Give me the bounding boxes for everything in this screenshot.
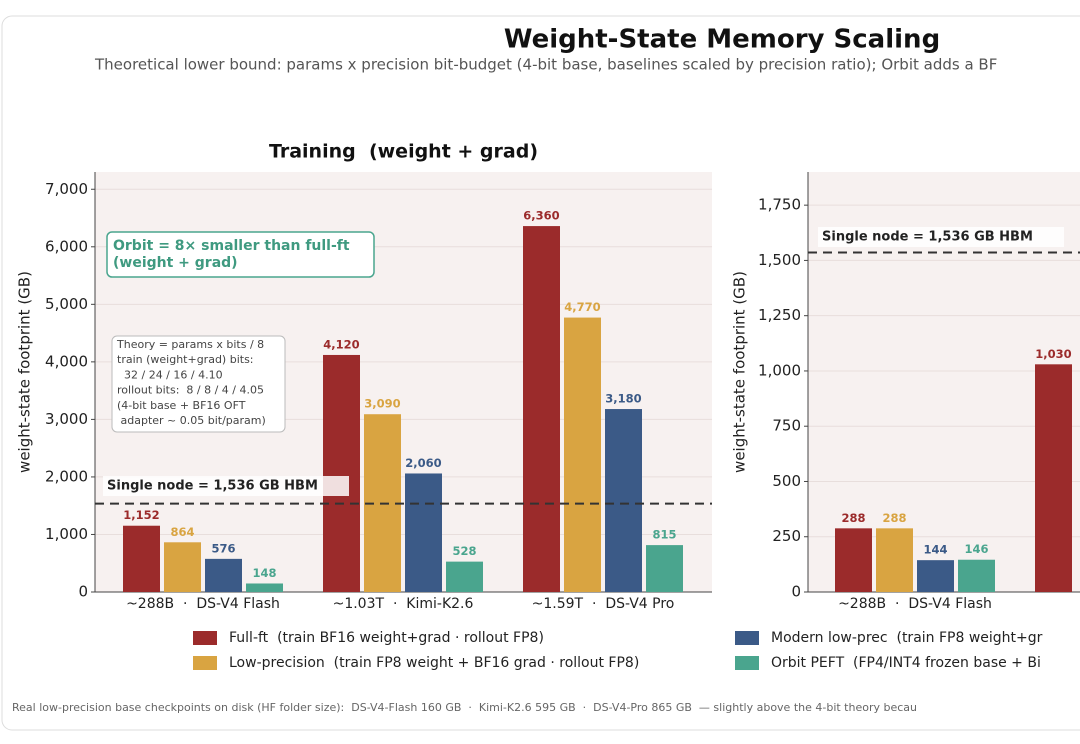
note-text: 32 / 24 / 16 / 4.10 (117, 368, 223, 381)
bar (164, 542, 201, 592)
reference-label: Single node = 1,536 GB HBM (822, 230, 1033, 245)
bar (835, 528, 872, 592)
y-tick-label: 4,000 (45, 352, 88, 370)
legend-label: Modern low-prec (train FP8 weight+gr (771, 630, 1043, 646)
reference-label-bg (103, 476, 349, 496)
x-tick-label: ~1.59T · DS-V4 Pro (532, 596, 675, 612)
callout-text: (weight + grad) (113, 255, 238, 271)
data-label: 864 (170, 525, 194, 539)
y-tick-label: 1,750 (758, 196, 801, 214)
data-label: 2,060 (405, 456, 441, 470)
y-tick-label: 6,000 (45, 237, 88, 255)
data-label: 576 (211, 541, 235, 555)
y-tick-label: 3,000 (45, 410, 88, 428)
bar (605, 409, 642, 592)
y-tick-label: 500 (772, 472, 801, 490)
note-text: adapter ~ 0.05 bit/param) (117, 414, 266, 427)
bar (1035, 364, 1072, 592)
legend-label: Full-ft (train BF16 weight+grad · rollou… (229, 630, 544, 646)
legend-swatch (193, 656, 217, 670)
legend-label: Orbit PEFT (FP4/INT4 frozen base + Bi (771, 655, 1041, 671)
x-tick-label: ~288B · DS-V4 Flash (126, 596, 280, 612)
data-label: 815 (652, 528, 676, 542)
y-tick-label: 750 (772, 417, 801, 435)
legend-label: Low-precision (train FP8 weight + BF16 g… (229, 655, 639, 671)
y-tick-label: 1,000 (758, 361, 801, 379)
bar (958, 559, 995, 592)
bar (246, 583, 283, 592)
callout-box (106, 231, 375, 278)
data-label: 1,152 (123, 508, 159, 522)
callout-text: Orbit = 8× smaller than full-ft (113, 238, 350, 254)
note-text: rollout bits: 8 / 8 / 4 / 4.05 (117, 384, 264, 397)
reference-label: Single node = 1,536 GB HBM (107, 479, 318, 494)
legend-swatch (735, 631, 759, 645)
subplot-title: Training (weight + grad) (269, 141, 538, 163)
y-tick-label: 5,000 (45, 295, 88, 313)
data-label: 288 (841, 511, 865, 525)
subtitle: Theoretical lower bound: params x precis… (94, 56, 997, 74)
chart-title: Weight-State Memory Scaling (504, 25, 940, 55)
y-tick-label: 1,500 (758, 251, 801, 269)
y-tick-label: 1,250 (758, 306, 801, 324)
reference-label-bg (818, 227, 1064, 247)
bar (446, 561, 483, 592)
legend-swatch (735, 656, 759, 670)
y-axis-label: weight-state footprint (GB) (731, 271, 749, 473)
data-label: 4,770 (564, 300, 600, 314)
data-label: 6,360 (523, 209, 559, 223)
footer: Real low-precision base checkpoints on d… (12, 701, 917, 714)
data-label: 3,180 (605, 392, 641, 406)
y-tick-label: 0 (791, 583, 801, 601)
data-label: 528 (452, 544, 476, 558)
note-text: (4-bit base + BF16 OFT (117, 399, 246, 412)
y-tick-label: 2,000 (45, 467, 88, 485)
x-tick-label: ~288B · DS-V4 Flash (838, 596, 992, 612)
legend-swatch (193, 631, 217, 645)
bar (917, 560, 954, 592)
y-tick-label: 7,000 (45, 180, 88, 198)
bar (323, 354, 360, 592)
bar (405, 473, 442, 592)
y-tick-label: 0 (78, 583, 88, 601)
bar (523, 226, 560, 592)
bar (876, 528, 913, 592)
data-label: 146 (964, 542, 988, 556)
y-tick-label: 1,000 (45, 525, 88, 543)
data-label: 4,120 (323, 337, 359, 351)
x-tick-label: ~1.03T · Kimi-K2.6 (333, 596, 474, 612)
bar (123, 525, 160, 592)
bar (646, 545, 683, 592)
data-label: 3,090 (364, 397, 400, 411)
note-text: train (weight+grad) bits: (117, 353, 254, 366)
bar (564, 317, 601, 592)
bar (205, 558, 242, 592)
y-axis-label: weight-state footprint (GB) (16, 271, 34, 473)
data-label: 144 (923, 543, 947, 557)
note-text: Theory = params x bits / 8 (116, 338, 264, 351)
note-box (111, 335, 286, 433)
data-label: 148 (252, 566, 276, 580)
data-label: 1,030 (1035, 347, 1071, 361)
data-label: 288 (882, 511, 906, 525)
y-tick-label: 250 (772, 527, 801, 545)
